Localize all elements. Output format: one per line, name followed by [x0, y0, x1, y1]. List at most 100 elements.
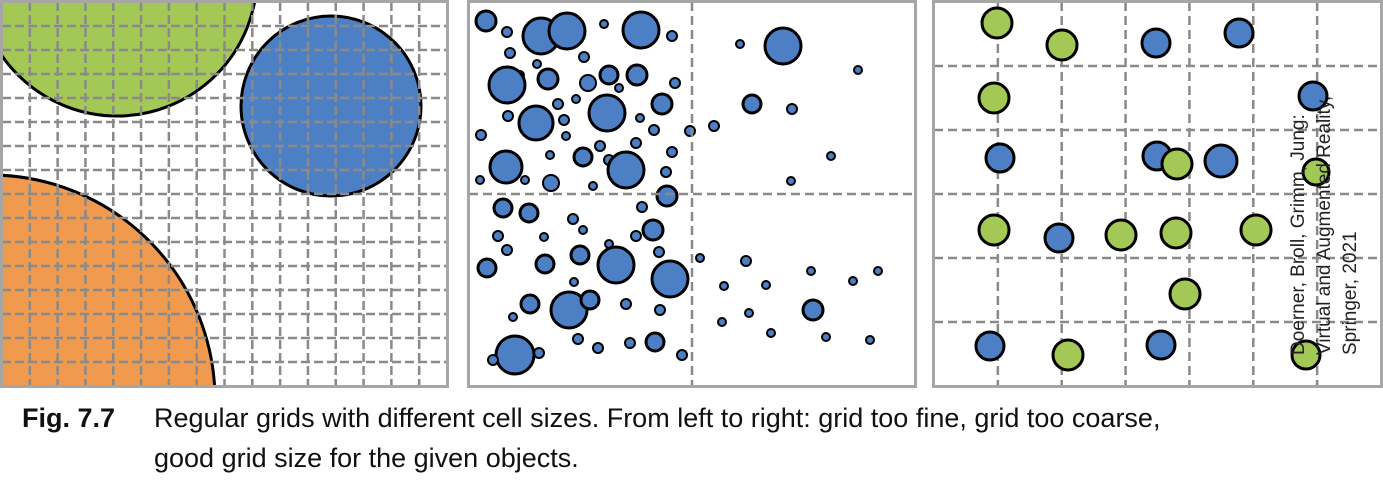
blue-circle [974, 330, 1006, 362]
good-grid-lines [934, 2, 1381, 386]
blue-circle [474, 9, 498, 33]
blue-circle [801, 298, 825, 322]
credit-line-title: Virtual and Augmented Reality, [1314, 95, 1335, 355]
green-circle [980, 6, 1014, 40]
blue-circle [624, 337, 636, 349]
coarse-grid-lines [469, 2, 915, 386]
blue-circle [650, 92, 674, 116]
blue-circle [501, 244, 513, 256]
blue-circle [572, 146, 594, 168]
blue-circle [569, 244, 591, 266]
mixed-circle-set [974, 6, 1331, 372]
figure-label: Fig. 7.7 [22, 403, 116, 433]
blue-circle [592, 342, 604, 354]
green-circle [1290, 339, 1322, 371]
blue-circle [606, 150, 646, 190]
blue-circle [571, 94, 581, 104]
blue-circle [741, 93, 763, 115]
panel-grid-too-fine [0, 0, 449, 388]
blue-circle [761, 280, 771, 290]
blue-circle [504, 47, 516, 59]
blue-circle [239, 14, 423, 198]
blue-circle [502, 110, 514, 122]
caption-line-1: Regular grids with different cell sizes.… [154, 403, 1161, 433]
green-circle [1159, 216, 1193, 250]
blue-circle [520, 175, 530, 185]
blue-circle [1203, 143, 1239, 179]
blue-circle [1043, 222, 1075, 254]
green-circle [2, 2, 257, 118]
blue-circle [735, 39, 745, 49]
blue-circle [666, 30, 678, 42]
blue-circle [708, 120, 720, 132]
blue-circle [806, 266, 816, 276]
green-circle [1045, 28, 1079, 62]
panel-good-grid-size [932, 0, 1383, 388]
blue-circle [873, 266, 883, 276]
blue-circle [620, 298, 632, 310]
blue-circle [865, 335, 875, 345]
blue-circle [1140, 27, 1172, 59]
blue-circle [488, 149, 524, 185]
blue-circle [532, 59, 542, 69]
panel-frame [0, 0, 449, 388]
blue-circle [534, 253, 556, 275]
blue-circle [644, 331, 666, 353]
blue-circle [655, 184, 679, 208]
blue-circle [648, 124, 660, 136]
blue-circle [1223, 17, 1255, 49]
blue-circle-set [474, 9, 883, 376]
credit-line-publisher: Springer, 2021 [1340, 231, 1361, 355]
blue-circle [536, 67, 560, 91]
blue-circle [492, 197, 514, 219]
blue-circle [654, 304, 666, 316]
blue-circle [494, 334, 536, 376]
blue-circle [676, 349, 688, 361]
green-circle [1104, 218, 1138, 252]
caption-line-2: good grid size for the given objects. [154, 443, 579, 473]
blue-circle [621, 10, 661, 50]
blue-circle [594, 140, 606, 152]
blue-circle [588, 181, 598, 191]
blue-circle [578, 225, 588, 235]
blue-circle [518, 202, 540, 224]
blue-circle [630, 230, 642, 242]
blue-circle [740, 255, 752, 267]
panel-frame [932, 0, 1383, 388]
blue-circle [569, 277, 579, 287]
blue-circle [545, 150, 555, 160]
panel-grid-too-coarse [467, 0, 917, 388]
credit-line-authors: Doerner, Broll, Grimm, Jung: [1288, 114, 1309, 355]
blue-circle [650, 259, 690, 299]
blue-circle [669, 77, 681, 89]
blue-circle [630, 137, 642, 149]
blue-circle [567, 213, 579, 225]
blue-circle [719, 281, 729, 291]
blue-circle [487, 65, 527, 105]
blue-circle [517, 104, 555, 142]
blue-circle [492, 230, 504, 242]
caption-text: Regular grids with different cell sizes.… [154, 398, 1334, 478]
blue-circle [635, 113, 645, 123]
blue-circle [660, 166, 672, 178]
blue-circle [766, 328, 776, 338]
blue-circle [572, 333, 584, 345]
blue-circle [501, 26, 513, 38]
green-circle [977, 213, 1011, 247]
blue-circle [821, 332, 831, 342]
blue-circle [763, 26, 803, 66]
blue-circle [853, 65, 863, 75]
blue-circle [717, 317, 727, 327]
blue-circle [641, 218, 665, 242]
blue-circle [596, 245, 636, 285]
credit-text: Doerner, Broll, Grimm, Jung: Virtual and… [1286, 95, 1364, 355]
blue-circle [475, 129, 487, 141]
blue-circle [539, 232, 549, 242]
green-circle [1051, 338, 1085, 372]
orange-circle [2, 173, 217, 386]
blue-circle [533, 347, 545, 359]
blue-circle [476, 257, 498, 279]
green-circle [1168, 277, 1202, 311]
green-circle [1239, 213, 1273, 247]
blue-circle [625, 63, 649, 87]
